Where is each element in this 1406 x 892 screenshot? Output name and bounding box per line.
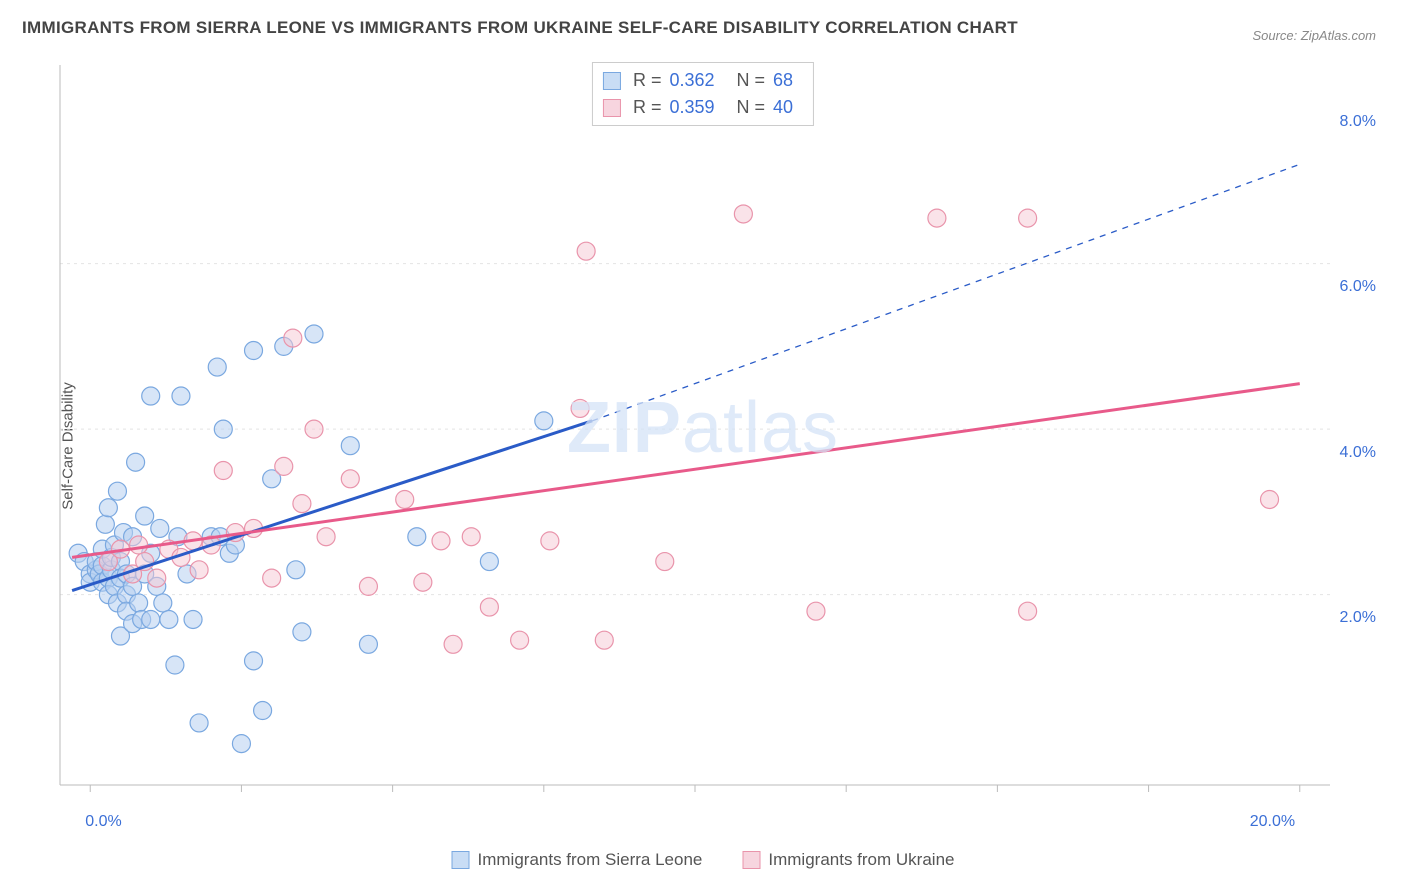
y-tick-label: 2.0% bbox=[1340, 609, 1376, 627]
r-label: R = bbox=[633, 94, 662, 121]
legend-item-sierra: Immigrants from Sierra Leone bbox=[452, 850, 703, 870]
legend-item-ukraine: Immigrants from Ukraine bbox=[742, 850, 954, 870]
n-value-sierra: 68 bbox=[773, 67, 793, 94]
n-value-ukraine: 40 bbox=[773, 94, 793, 121]
series-legend: Immigrants from Sierra Leone Immigrants … bbox=[452, 850, 955, 870]
y-tick-label: 6.0% bbox=[1340, 278, 1376, 296]
swatch-ukraine-bottom bbox=[742, 851, 760, 869]
x-tick-label: 20.0% bbox=[1250, 813, 1295, 831]
corr-row-ukraine: R = 0.359 N = 40 bbox=[603, 94, 803, 121]
y-tick-label: 4.0% bbox=[1340, 444, 1376, 462]
source-label: Source: ZipAtlas.com bbox=[1252, 28, 1376, 43]
swatch-sierra-bottom bbox=[452, 851, 470, 869]
x-tick-label: 0.0% bbox=[85, 813, 121, 831]
r-value-ukraine: 0.359 bbox=[669, 94, 714, 121]
y-tick-label: 8.0% bbox=[1340, 113, 1376, 131]
chart-title: IMMIGRANTS FROM SIERRA LEONE VS IMMIGRAN… bbox=[22, 18, 1018, 38]
n-label: N = bbox=[737, 67, 766, 94]
chart-area bbox=[50, 55, 1370, 815]
legend-label-ukraine: Immigrants from Ukraine bbox=[768, 850, 954, 870]
chart-svg bbox=[50, 55, 1370, 815]
swatch-sierra bbox=[603, 72, 621, 90]
legend-label-sierra: Immigrants from Sierra Leone bbox=[478, 850, 703, 870]
swatch-ukraine bbox=[603, 99, 621, 117]
correlation-legend: R = 0.362 N = 68 R = 0.359 N = 40 bbox=[592, 62, 814, 126]
corr-row-sierra: R = 0.362 N = 68 bbox=[603, 67, 803, 94]
n-label: N = bbox=[737, 94, 766, 121]
r-value-sierra: 0.362 bbox=[669, 67, 714, 94]
r-label: R = bbox=[633, 67, 662, 94]
